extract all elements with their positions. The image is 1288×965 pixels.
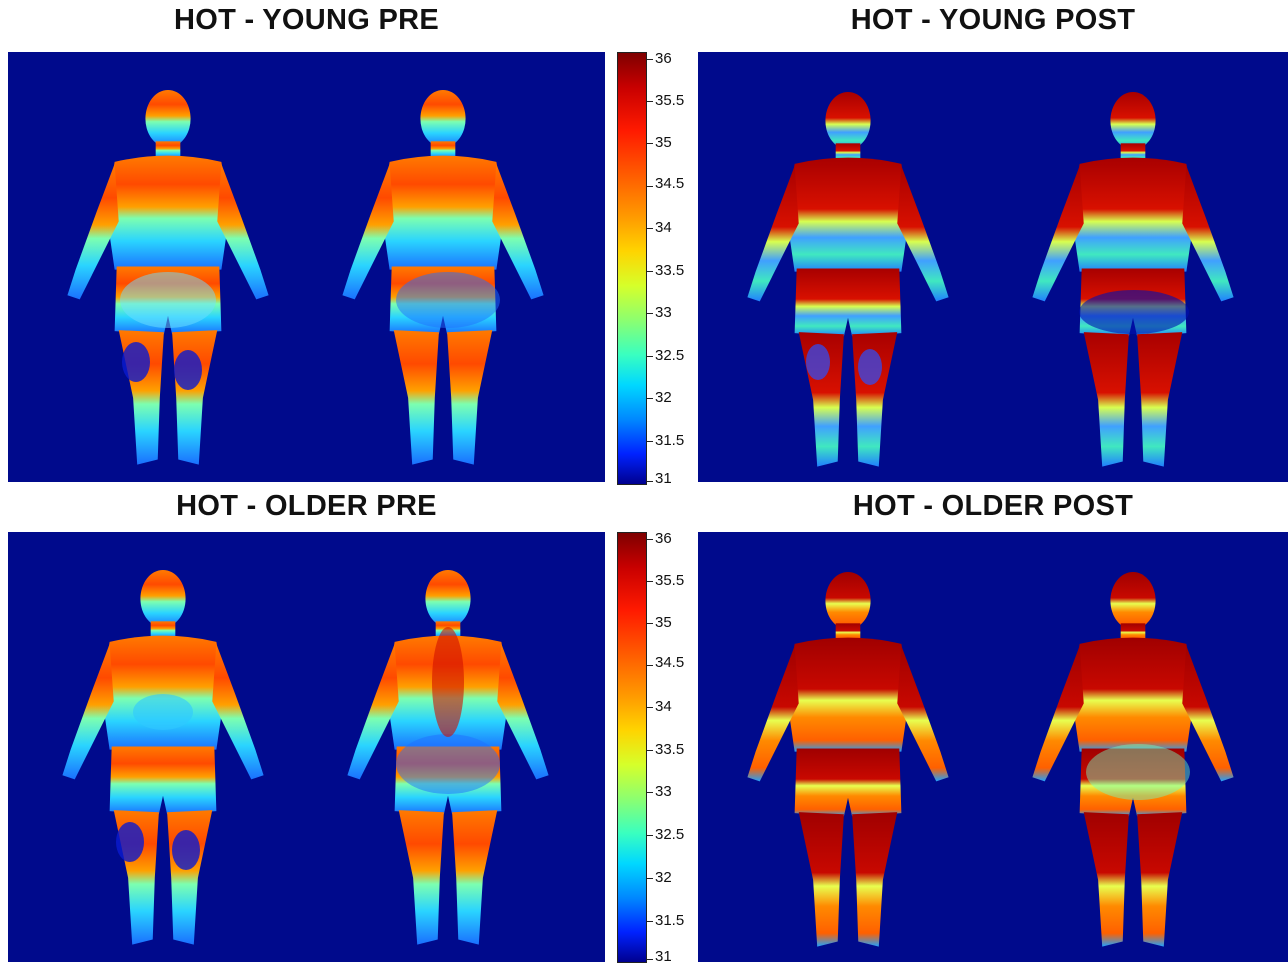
colorbar-tick-label: 34.5 bbox=[655, 175, 685, 192]
thermal-panel-older-pre bbox=[8, 532, 605, 962]
colorbar-tick-label: 34 bbox=[655, 698, 672, 715]
colorbar-tick-label: 35.5 bbox=[655, 92, 685, 109]
knee-cool-spot bbox=[806, 344, 830, 380]
colorbar-tick-label: 32 bbox=[655, 869, 672, 886]
shorts-region bbox=[120, 272, 216, 328]
temperature-colorbar-bottom: 36 35.5 35 34.5 34 33.5 33 32.5 32 31.5 … bbox=[617, 531, 684, 964]
colorbar-tick-label: 33 bbox=[655, 783, 672, 800]
abdomen-cool-spot bbox=[133, 694, 193, 730]
panel-title-older-post: HOT - OLDER POST bbox=[852, 490, 1134, 522]
panel-title-young-pre: HOT - YOUNG PRE bbox=[174, 4, 439, 36]
colorbar-tick-label: 32.5 bbox=[655, 826, 685, 843]
knee-cool-spot bbox=[172, 830, 200, 870]
colorbar-tick-label: 32.5 bbox=[655, 347, 685, 364]
colorbar-tick-label: 32 bbox=[655, 389, 672, 406]
colorbar-tick-label: 34.5 bbox=[655, 654, 685, 671]
thermal-panel-older-post bbox=[698, 532, 1288, 962]
colorbar-tick-label: 33.5 bbox=[655, 741, 685, 758]
thermal-panel-young-pre bbox=[8, 52, 605, 482]
colorbar-tick-label: 35 bbox=[655, 614, 672, 631]
colorbar-tick-label: 36 bbox=[655, 50, 672, 67]
buttocks-cool-spot bbox=[1079, 290, 1189, 334]
knee-cool-spot bbox=[174, 350, 202, 390]
colorbar-tick-label: 34 bbox=[655, 219, 672, 236]
colorbar-tick-label: 35.5 bbox=[655, 572, 685, 589]
colorbar-tick-label: 31 bbox=[655, 948, 672, 965]
knee-cool-spot bbox=[122, 342, 150, 382]
colorbar-tick-label: 31.5 bbox=[655, 912, 685, 929]
panel-title-older-pre: HOT - OLDER PRE bbox=[176, 490, 437, 522]
knee-cool-spot bbox=[116, 822, 144, 862]
colorbar-tick-label: 31.5 bbox=[655, 432, 685, 449]
spine-warm-spot bbox=[432, 627, 464, 737]
temperature-colorbar-top: 36 35.5 35 34.5 34 33.5 33 32.5 32 31.5 … bbox=[617, 51, 684, 486]
back-body-figure bbox=[1032, 92, 1234, 467]
thermal-panel-young-post bbox=[698, 52, 1288, 482]
colorbar-tick-label: 35 bbox=[655, 134, 672, 151]
front-body-figure bbox=[62, 570, 264, 945]
colorbar-tick-label: 33 bbox=[655, 304, 672, 321]
colorbar-tick-label: 31 bbox=[655, 470, 672, 487]
shorts-region bbox=[1086, 744, 1190, 800]
panel-title-young-post: HOT - YOUNG POST bbox=[850, 4, 1136, 36]
colorbar-tick-label: 36 bbox=[655, 530, 672, 547]
knee-cool-spot bbox=[858, 349, 882, 385]
front-body-figure bbox=[747, 572, 949, 947]
colorbar-tick-label: 33.5 bbox=[655, 262, 685, 279]
front-body-figure bbox=[747, 92, 949, 467]
shorts-region bbox=[396, 272, 500, 328]
shorts-region bbox=[396, 734, 500, 794]
